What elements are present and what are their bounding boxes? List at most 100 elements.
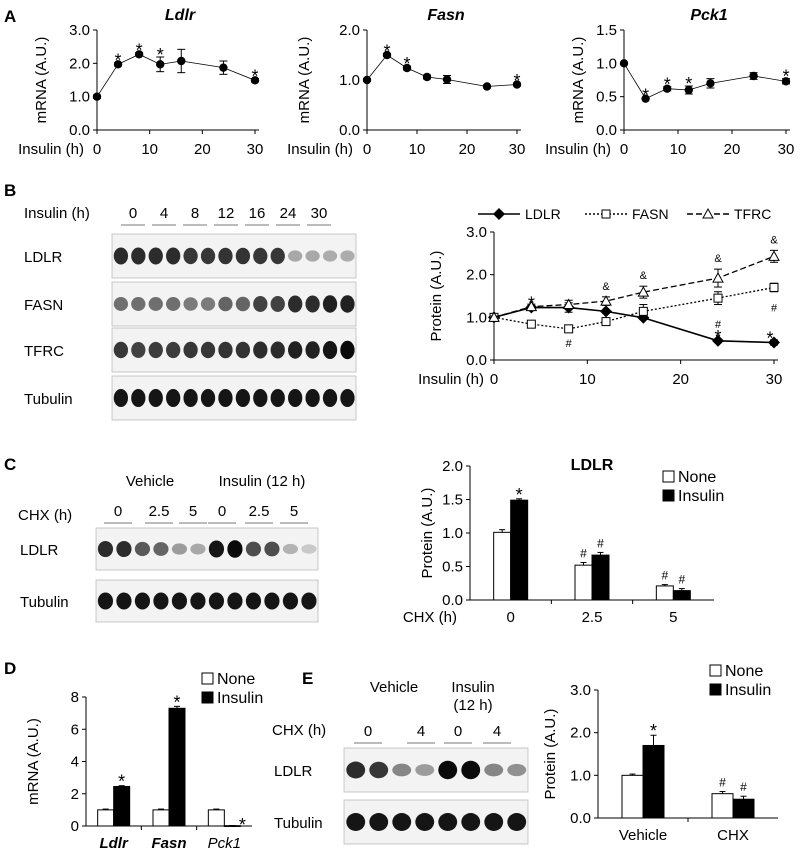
- D-category-label: Ldlr: [99, 835, 128, 852]
- A2-significance-mark: *: [383, 42, 390, 62]
- A3-y-tick-label: 1.5: [596, 22, 617, 39]
- B-significance-mark: *: [714, 327, 721, 347]
- A1-significance-mark: *: [136, 41, 143, 61]
- A2-y-axis-label: mRNA (A.U.): [296, 37, 313, 124]
- D-bar-insulin: [168, 707, 186, 827]
- B-legend-label: LDLR: [525, 206, 561, 222]
- A3-title: Pck1: [690, 7, 727, 24]
- E-bar-none: [621, 774, 644, 819]
- B-band-tubulin: [322, 389, 338, 407]
- D-bar-none: [207, 809, 225, 827]
- C-band-tubulin: [190, 592, 206, 610]
- E-bar-insulin: [642, 744, 665, 819]
- C-lane-label: 0: [114, 503, 122, 520]
- B-band-tubulin: [200, 389, 216, 407]
- B-y-axis-label: Protein (A.U.): [428, 251, 445, 342]
- C-bar-insulin: [672, 590, 691, 601]
- C-band-ldlr: [282, 543, 299, 555]
- C-band-tubulin: [134, 592, 151, 610]
- A2-y-tick-label: 1.0: [339, 72, 360, 89]
- C-band-ldlr: [245, 541, 262, 557]
- B-x-tick-label: 0: [490, 371, 498, 388]
- A3-point-data: [781, 77, 791, 86]
- D-bar-none: [97, 809, 115, 827]
- B-band-fasn: [288, 295, 303, 313]
- A3-point-data: [684, 85, 693, 95]
- B-significance-mark: &: [602, 281, 610, 293]
- C-band-tubulin: [301, 592, 317, 610]
- E-y-axis-label: Protein (A.U.): [542, 709, 559, 800]
- B-point-tfrc: [637, 286, 650, 297]
- C-lane-label: 2.5: [149, 503, 170, 520]
- D-category-label: Pck1: [208, 835, 241, 852]
- B-y-tick-label: 0.0: [466, 352, 487, 369]
- A3-significance-mark: *: [782, 67, 789, 87]
- B-band-fasn: [322, 295, 338, 313]
- C-band-ldlr: [227, 540, 243, 558]
- C-row-label: LDLR: [20, 542, 59, 559]
- A2-x-axis-label: Insulin (h): [287, 141, 353, 158]
- E-row-label: Tubulin: [274, 815, 323, 832]
- C-bar-none: [493, 531, 512, 601]
- B-point-tfrc: [525, 300, 538, 312]
- D-category-label: Fasn: [151, 835, 186, 852]
- C-significance-mark: *: [516, 485, 523, 505]
- panel-label-e: E: [302, 669, 313, 688]
- B-point-ldlr: [712, 334, 724, 347]
- B-band-fasn: [200, 297, 216, 311]
- B-band-tfrc: [200, 341, 216, 359]
- A3-y-tick-label: 0.5: [596, 89, 617, 106]
- B-band-tfrc: [270, 341, 285, 359]
- A1-point-data: [156, 60, 165, 69]
- B-band-tfrc: [131, 342, 146, 358]
- C-category-label: 0: [506, 609, 514, 626]
- A1-y-tick-label: 1.0: [69, 89, 90, 106]
- B-lane-label: 0: [129, 205, 137, 222]
- A1-point-data: [219, 63, 228, 72]
- B-row-label: LDLR: [24, 249, 63, 266]
- A3-point-data: [749, 71, 758, 81]
- C-band-tubulin: [116, 592, 132, 610]
- D-bar-insulin: [113, 785, 131, 827]
- A2-x-tick-label: 30: [509, 141, 526, 158]
- B-lane-label: 24: [280, 205, 297, 222]
- C-y-tick-label: 0.0: [442, 592, 463, 609]
- B-x-tick-label: 20: [672, 371, 689, 388]
- panel-label-b: B: [4, 181, 16, 200]
- C-y-tick-label: 2.0: [442, 458, 463, 475]
- B-significance-mark: #: [566, 338, 573, 350]
- B-significance-mark: &: [640, 270, 648, 282]
- A2-x-tick-label: 10: [409, 141, 426, 158]
- B-band-tfrc: [148, 341, 163, 359]
- A2-significance-mark: *: [513, 71, 520, 91]
- A1-point-data: [177, 56, 186, 66]
- B-row-label: TFRC: [24, 343, 64, 360]
- B-point-ldlr: [768, 336, 780, 349]
- C-band-ldlr: [97, 540, 114, 558]
- A2-point-data: [382, 50, 392, 60]
- C-lane-label: 0: [218, 503, 226, 520]
- A2-point-data: [422, 72, 432, 82]
- A3-x-tick-label: 10: [670, 141, 687, 158]
- A1-point-data: [250, 76, 260, 85]
- C-title: LDLR: [571, 457, 614, 474]
- B-band-tfrc: [322, 341, 338, 359]
- B-band-tfrc: [166, 341, 181, 359]
- A1-significance-mark: *: [251, 67, 258, 87]
- B-band-tubulin: [305, 389, 320, 407]
- panel-label-d: D: [4, 659, 16, 678]
- A3-x-tick-label: 0: [620, 141, 628, 158]
- A1-y-tick-label: 0.0: [69, 122, 90, 139]
- B-band-fasn: [235, 296, 251, 312]
- A2-point-data: [402, 63, 412, 73]
- D-significance-mark: *: [118, 772, 125, 792]
- B-row-label: Tubulin: [24, 391, 73, 408]
- A3-point-data: [663, 84, 672, 93]
- A2-point-data: [442, 75, 452, 84]
- E-band-tubulin: [392, 813, 412, 831]
- B-band-tfrc: [218, 341, 233, 359]
- B-point-tfrc: [600, 295, 612, 306]
- E-band-tubulin: [369, 813, 389, 831]
- C-y-axis-label: Protein (A.U.): [419, 488, 436, 579]
